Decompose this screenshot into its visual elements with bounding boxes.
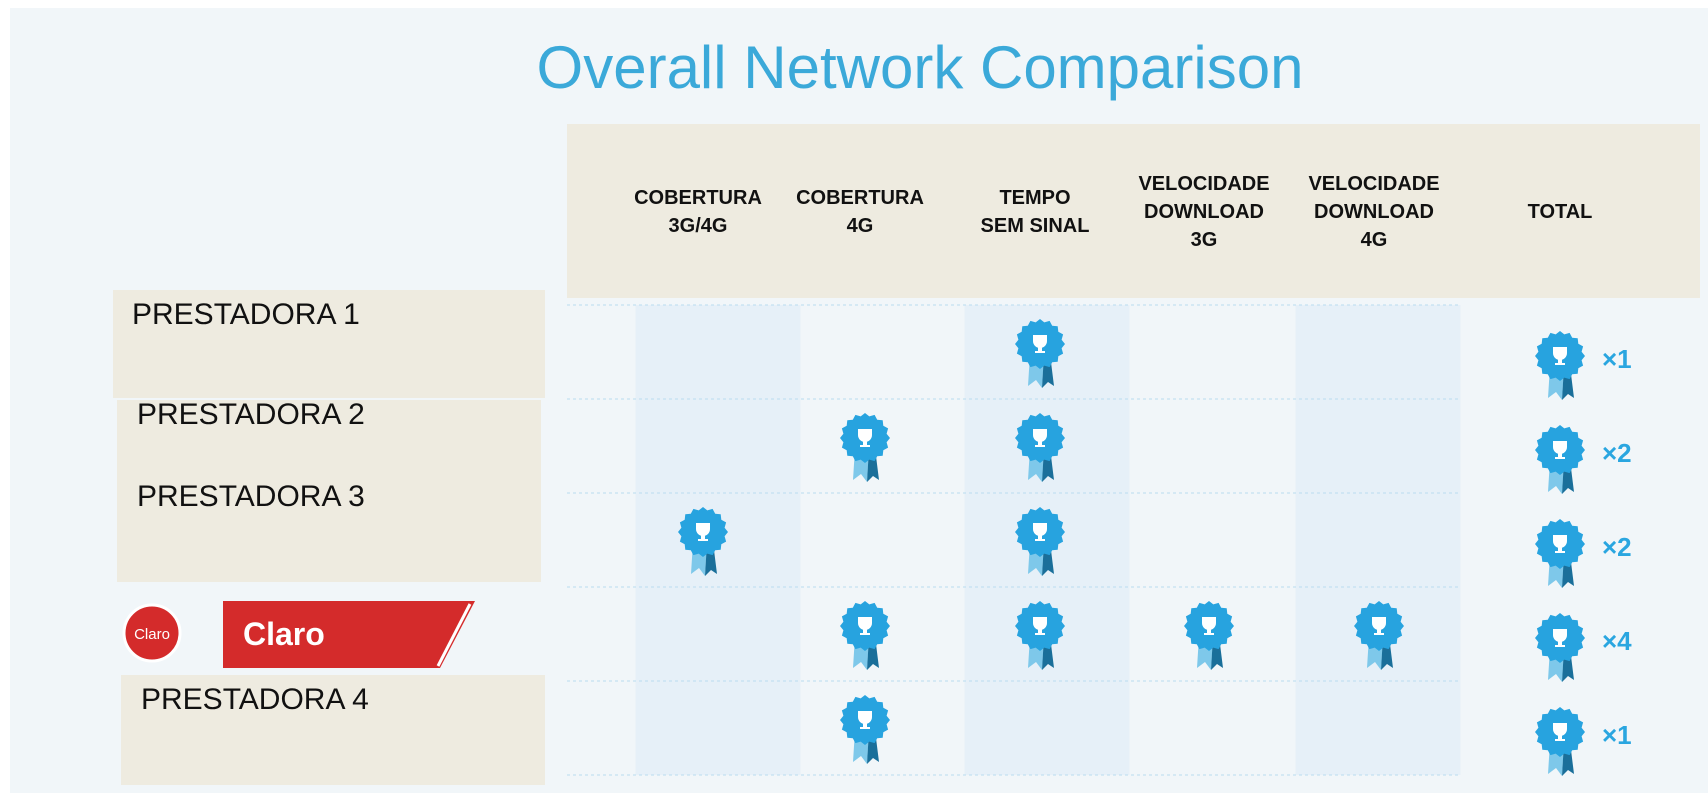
header-line: SEM SINAL [981, 215, 1090, 237]
trophy [858, 711, 872, 729]
trophy [858, 429, 872, 447]
total-award [1535, 425, 1585, 494]
column-shade [1295, 305, 1461, 775]
header-line: TOTAL [1528, 201, 1593, 223]
name-box [113, 290, 545, 398]
column-header: COBERTURA 4G [796, 187, 924, 237]
logo-banner [223, 601, 475, 668]
trophy [1553, 347, 1567, 365]
header-line: 4G [847, 215, 874, 237]
award [1015, 319, 1065, 388]
award [840, 601, 890, 670]
logo-circle [122, 603, 182, 663]
header-line: TEMPO [999, 187, 1070, 209]
name-box [117, 400, 541, 582]
title: Overall Network Comparison [537, 34, 1304, 101]
award [1015, 413, 1065, 482]
trophy [1033, 429, 1047, 447]
logo-stripe [436, 603, 472, 667]
award [1354, 601, 1404, 670]
column-header: COBERTURA 3G/4G [634, 187, 762, 237]
logo-text: Claro [134, 626, 170, 643]
header-line: COBERTURA [634, 187, 762, 209]
name-box [121, 675, 545, 785]
trophy [1033, 617, 1047, 635]
total-count: ×1 [1602, 344, 1632, 374]
column-header: VELOCIDADE DOWNLOAD 4G [1308, 173, 1439, 251]
row-name: PRESTADORA 4 [141, 683, 369, 716]
row-name: Claro [243, 616, 325, 652]
header-line: VELOCIDADE [1138, 173, 1269, 195]
total-count: ×2 [1602, 532, 1632, 562]
total-award [1535, 707, 1585, 776]
trophy [858, 617, 872, 635]
header-line: COBERTURA [796, 187, 924, 209]
row-name: PRESTADORA 2 [137, 398, 365, 431]
award [1015, 507, 1065, 576]
trophy [1033, 523, 1047, 541]
trophy [1033, 335, 1047, 353]
row-name: PRESTADORA 1 [132, 298, 360, 331]
header-line: 3G/4G [669, 215, 728, 237]
total-award [1535, 613, 1585, 682]
award [678, 507, 728, 576]
header-line: 3G [1191, 229, 1218, 251]
header-band [567, 124, 1700, 298]
trophy [696, 523, 710, 541]
header-line: 4G [1361, 229, 1388, 251]
row-name: PRESTADORA 3 [137, 480, 365, 513]
column-header: TOTAL [1528, 201, 1593, 223]
trophy [1202, 617, 1216, 635]
trophy [1553, 535, 1567, 553]
trophy [1553, 723, 1567, 741]
header-line: VELOCIDADE [1308, 173, 1439, 195]
award [840, 695, 890, 764]
total-count: ×4 [1602, 626, 1632, 656]
trophy [1553, 629, 1567, 647]
award [840, 413, 890, 482]
total-award [1535, 331, 1585, 400]
column-header: VELOCIDADE DOWNLOAD 3G [1138, 173, 1269, 251]
trophy [1553, 441, 1567, 459]
total-count: ×1 [1602, 720, 1632, 750]
total-count: ×2 [1602, 438, 1632, 468]
header-line: DOWNLOAD [1314, 201, 1434, 223]
award [1015, 601, 1065, 670]
award [1184, 601, 1234, 670]
header-line: DOWNLOAD [1144, 201, 1264, 223]
total-award [1535, 519, 1585, 588]
trophy [1372, 617, 1386, 635]
column-header: TEMPO SEM SINAL [981, 187, 1090, 237]
